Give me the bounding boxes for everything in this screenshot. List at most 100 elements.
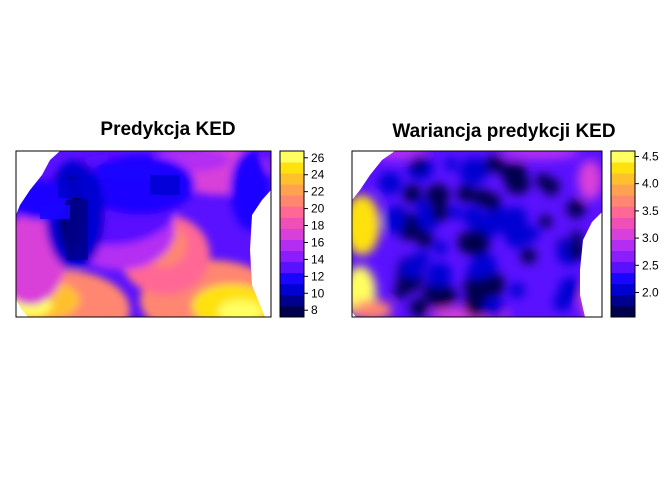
variance-cell: [431, 204, 449, 222]
legend-swatch: [280, 151, 304, 163]
legend-swatch: [611, 184, 635, 196]
variance-title: Wariancja predykcji KED: [392, 121, 615, 142]
variance-cell: [448, 205, 462, 220]
variance-cell: [378, 171, 402, 195]
variance-cell: [435, 285, 457, 308]
prediction-map-frame: [15, 150, 272, 318]
variance-cell: [459, 157, 487, 186]
legend-frame: [610, 150, 636, 318]
prediction-no-data: [16, 151, 271, 317]
variance-cell: [472, 253, 497, 278]
legend-tick-label: 3.5: [642, 204, 659, 218]
variance-cell: [505, 171, 529, 195]
variance-cell: [570, 230, 584, 244]
legend-swatch: [611, 239, 635, 251]
legend-swatch: [280, 283, 304, 296]
legend-swatch: [280, 239, 304, 251]
variance-cell: [385, 205, 405, 226]
legend-swatch: [611, 294, 635, 307]
legend-tick-label: 4.5: [642, 149, 659, 163]
legend-swatch: [280, 162, 304, 174]
variance-cell: [523, 226, 540, 242]
legend-tick-label: 12: [311, 269, 325, 283]
variance-map-frame: [351, 150, 603, 318]
legend-swatch: [280, 217, 304, 229]
legend-swatch: [611, 206, 635, 218]
legend-swatch: [280, 195, 304, 207]
legend-swatch: [280, 173, 304, 185]
legend-tick-label: 26: [311, 151, 325, 165]
variance-cell: [433, 240, 448, 255]
legend-swatch: [280, 228, 304, 240]
legend-tick-label: 14: [311, 252, 325, 266]
variance-cell: [426, 262, 452, 288]
prediction-contours: [16, 151, 271, 317]
variance-cell: [500, 151, 580, 160]
variance-cell: [520, 247, 537, 264]
variance-cell: [416, 230, 434, 248]
prediction-patch: [150, 175, 180, 195]
legend-swatch: [611, 195, 635, 207]
prediction-legend: 8 10 12 14 16 18 20 22 24 26: [279, 150, 325, 318]
variance-legend: 2.0 2.5 3.0 3.5 4.0 4.5: [610, 149, 659, 318]
legend-frame: [279, 150, 305, 318]
legend-swatch: [611, 151, 635, 163]
legend-tick-label: 16: [311, 235, 325, 249]
prediction-patch: [66, 200, 88, 260]
legend-swatch: [611, 173, 635, 185]
legend-swatch: [611, 283, 635, 296]
legend-swatch: [280, 206, 304, 218]
legend-tick-label: 4.0: [642, 177, 659, 191]
variance-cell: [538, 215, 553, 229]
legend-tick-label: 24: [311, 168, 325, 182]
variance-cell: [412, 158, 426, 173]
variance-cell: [444, 157, 458, 171]
legend-swatch: [611, 228, 635, 240]
variance-cell: [352, 195, 380, 255]
variance-cell: [479, 271, 506, 298]
variance-cell: [566, 199, 586, 219]
variance-cell: [482, 297, 506, 317]
legend-tick-label: 18: [311, 219, 325, 233]
legend-swatch: [280, 261, 304, 274]
prediction-title: Predykcja KED: [100, 119, 235, 140]
variance-panel: Wariancja predykcji KED 2.0 2.5 3.0 3.5 4.0 4…: [351, 121, 659, 318]
legend-tick-label: 3.0: [642, 231, 659, 245]
legend-tick-label: 2.5: [642, 258, 659, 272]
legend-swatch: [611, 261, 635, 274]
legend-swatch: [280, 305, 304, 318]
legend-swatch: [280, 272, 304, 285]
legend-swatch: [611, 305, 635, 318]
legend-tick-label: 10: [311, 286, 325, 300]
variance-cell: [483, 193, 502, 211]
variance-cell: [542, 178, 560, 196]
legend-swatch: [280, 294, 304, 307]
legend-tick-label: 22: [311, 185, 325, 199]
variance-map: [352, 151, 602, 317]
variance-cell: [553, 293, 572, 312]
variance-cell: [393, 285, 408, 299]
prediction-patch: [40, 205, 70, 219]
legend-swatch: [611, 272, 635, 285]
legend-tick-label: 8: [311, 303, 318, 317]
legend-swatch: [611, 162, 635, 174]
prediction-panel: Predykcja KED 8 10 12 14 16 18 20 22 24 26: [15, 119, 325, 318]
variance-cell: [402, 184, 422, 204]
variance-cell: [416, 199, 429, 212]
legend-tick-label: 2.0: [642, 286, 659, 300]
legend-swatch: [280, 184, 304, 196]
prediction-patch: [58, 180, 98, 198]
prediction-patch: [100, 165, 160, 179]
variance-cell: [578, 160, 602, 200]
variance-cell: [503, 206, 528, 231]
legend-swatch: [280, 250, 304, 263]
legend-tick-label: 20: [311, 202, 325, 216]
legend-swatch: [611, 250, 635, 263]
variance-cell: [409, 298, 429, 317]
variance-cell: [352, 300, 392, 317]
variance-cell: [401, 257, 423, 280]
variance-cell: [425, 183, 450, 208]
prediction-cell: [218, 300, 262, 317]
prediction-map: [16, 151, 271, 317]
